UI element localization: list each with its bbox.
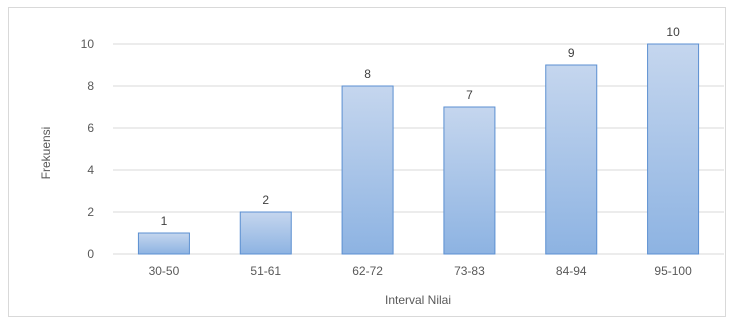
y-tick-label-2: 2 xyxy=(87,205,94,219)
x-tick-label-30-50: 30-50 xyxy=(149,264,180,278)
y-axis-title: Frekuensi xyxy=(39,127,53,180)
y-axis-tick-labels: 0 2 4 6 8 10 xyxy=(81,37,95,261)
y-tick-label-6: 6 xyxy=(87,121,94,135)
gridlines xyxy=(113,43,724,255)
data-label-84-94: 9 xyxy=(568,46,575,60)
x-tick-label-95-100: 95-100 xyxy=(654,264,692,278)
data-label-73-83: 7 xyxy=(466,88,473,102)
y-tick-label-0: 0 xyxy=(87,247,94,261)
bars xyxy=(137,43,700,255)
bar-51-61 xyxy=(239,211,292,255)
x-axis-tick-labels: 30-50 51-61 62-72 73-83 84-94 95-100 xyxy=(149,264,693,278)
y-tick-label-10: 10 xyxy=(81,37,95,51)
data-label-95-100: 10 xyxy=(666,25,680,39)
x-tick-label-51-61: 51-61 xyxy=(250,264,281,278)
bar-73-83 xyxy=(443,106,496,255)
bar-84-94 xyxy=(545,64,598,255)
data-labels: 1 2 8 7 9 10 xyxy=(161,25,681,228)
bar-30-50 xyxy=(137,232,190,255)
data-label-30-50: 1 xyxy=(161,214,168,228)
data-label-62-72: 8 xyxy=(364,67,371,81)
bar-95-100 xyxy=(647,43,700,255)
y-tick-label-8: 8 xyxy=(87,79,94,93)
x-tick-label-84-94: 84-94 xyxy=(556,264,587,278)
x-tick-label-73-83: 73-83 xyxy=(454,264,485,278)
bar-62-72 xyxy=(341,85,394,255)
data-label-51-61: 2 xyxy=(262,193,269,207)
y-tick-label-4: 4 xyxy=(87,163,94,177)
x-tick-label-62-72: 62-72 xyxy=(352,264,383,278)
x-axis-title: Interval Nilai xyxy=(385,293,451,307)
